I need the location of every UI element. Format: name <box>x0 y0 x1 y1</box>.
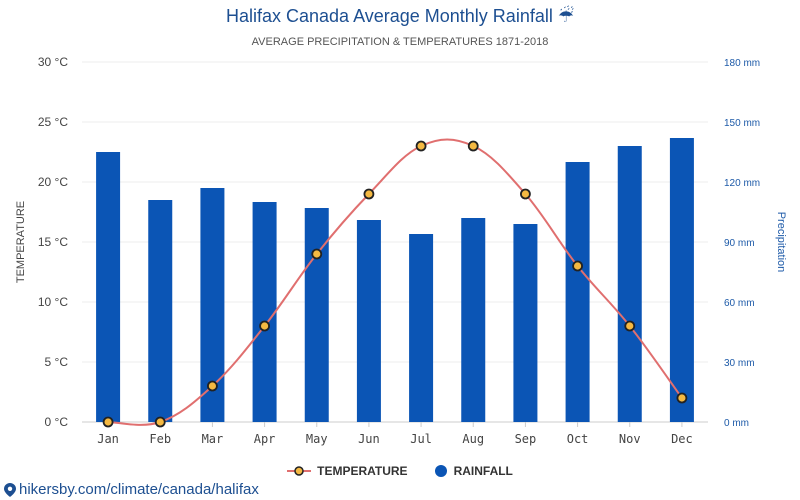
y-right-tick-label: 150 mm <box>724 118 760 129</box>
x-tick-label: Jun <box>358 432 380 446</box>
x-tick-label: Apr <box>254 432 276 446</box>
x-tick-label: Oct <box>567 432 589 446</box>
y-left-axis-title: TEMPERATURE <box>15 201 27 283</box>
rainfall-bar <box>565 162 590 422</box>
legend-item-rainfall[interactable]: RAINFALL <box>434 464 513 478</box>
temperature-point <box>311 248 323 260</box>
y-right-tick-label: 90 mm <box>724 238 755 249</box>
y-left-tick-label: 30 °C <box>38 55 68 69</box>
legend-circle-icon <box>434 465 447 477</box>
rainfall-bar <box>148 200 173 422</box>
footer-link-text: hikersby.com/climate/canada/halifax <box>19 481 259 498</box>
temperature-point <box>259 320 270 332</box>
y-left-tick-label: 15 °C <box>38 235 68 249</box>
x-tick-label: Sep <box>515 432 537 446</box>
y-right-axis-title: Precipitation <box>775 212 787 273</box>
rainfall-bar <box>252 202 277 422</box>
chart-title: Halifax Canada Average Monthly Rainfall … <box>0 6 800 27</box>
temperature-point <box>624 320 636 332</box>
temperature-point <box>676 392 688 404</box>
y-right-tick-label: 30 mm <box>724 358 755 369</box>
temperature-point <box>154 416 166 428</box>
x-tick-label: Feb <box>149 432 171 446</box>
legend-item-temperature[interactable]: TEMPERATURE <box>287 464 408 478</box>
temperature-point <box>207 380 218 392</box>
temperature-point <box>102 416 114 428</box>
rainfall-bar <box>409 234 434 422</box>
x-tick-label: Aug <box>462 432 484 446</box>
y-left-tick-label: 5 °C <box>45 355 69 369</box>
y-left-tick-label: 20 °C <box>38 175 68 189</box>
x-tick-label: May <box>306 432 328 446</box>
y-right-tick-label: 60 mm <box>724 298 755 309</box>
y-left-tick-label: 0 °C <box>45 415 69 429</box>
chart-title-text: Halifax Canada Average Monthly Rainfall <box>225 6 553 26</box>
legend-label-rainfall: RAINFALL <box>453 464 513 478</box>
rainfall-bar <box>356 220 381 422</box>
rainfall-bar <box>513 224 538 422</box>
rainfall-bar <box>617 146 642 422</box>
x-tick-label: Dec <box>671 432 693 446</box>
rainfall-bar <box>96 152 121 422</box>
footer-link[interactable]: hikersby.com/climate/canada/halifax <box>4 481 259 498</box>
y-right-tick-label: 180 mm <box>724 58 760 69</box>
x-tick-label: Jan <box>97 432 119 446</box>
chart-subtitle: AVERAGE PRECIPITATION & TEMPERATURES 187… <box>251 36 549 48</box>
temperature-point <box>467 140 479 152</box>
umbrella-icon: ☔ <box>557 6 574 26</box>
y-right-tick-label: 0 mm <box>724 418 749 429</box>
x-tick-label: Nov <box>619 432 641 446</box>
rainfall-bar <box>304 208 329 422</box>
x-tick-label: Jul <box>410 432 432 446</box>
chart-legend: TEMPERATURE RAINFALL <box>0 464 800 478</box>
legend-label-temperature: TEMPERATURE <box>317 464 408 478</box>
rainfall-bar <box>669 138 694 422</box>
temperature-point <box>572 260 583 272</box>
temperature-point <box>415 140 427 152</box>
x-tick-label: Mar <box>202 432 224 446</box>
rainfall-bar <box>461 218 486 422</box>
y-left-tick-label: 25 °C <box>38 115 68 129</box>
temperature-point <box>363 188 375 200</box>
y-right-tick-label: 120 mm <box>724 178 760 189</box>
rainfall-temperature-chart: 0 °C 0 mm 5 °C 30 mm 10 °C 60 mm 15 °C 90 mm 20 … <box>15 55 787 446</box>
temperature-point <box>520 188 531 200</box>
y-left-tick-label: 10 °C <box>38 295 68 309</box>
legend-line-dot-icon <box>287 466 312 476</box>
location-pin-icon <box>4 482 16 497</box>
